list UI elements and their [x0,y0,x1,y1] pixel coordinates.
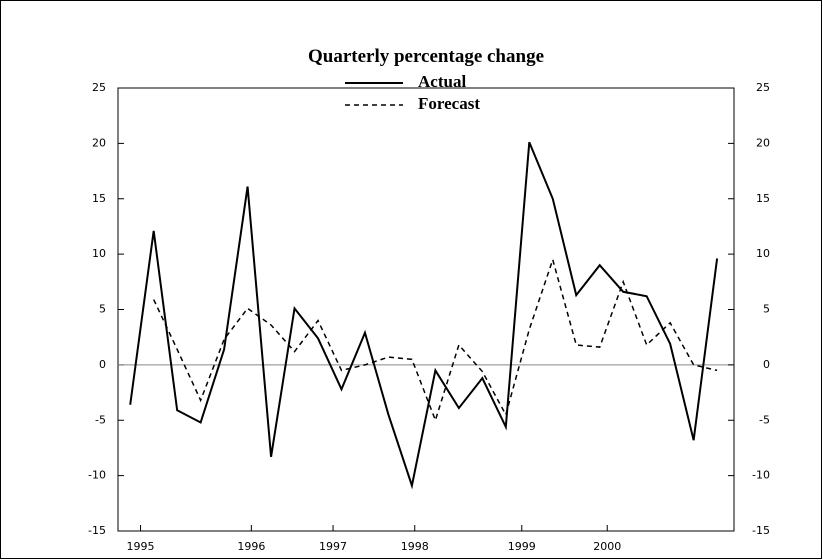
y2-tick-label: 15 [756,192,770,205]
plot-frame [117,87,735,532]
y2-tick-label: 25 [756,81,770,94]
chart-title: Quarterly percentage change [308,46,544,67]
legend-label: Forecast [418,94,480,113]
y-tick-label: 25 [92,81,106,94]
y-tick-label: -5 [95,413,106,426]
x-tick-label: 2000 [593,540,621,553]
x-tick-label: 1995 [127,540,155,553]
y2-tick-label: 20 [756,136,770,149]
y-tick-label: 5 [99,303,106,316]
x-tick-label: 1996 [237,540,265,553]
y2-tick-label: 5 [763,303,770,316]
y-tick-label: -10 [88,469,106,482]
y2-tick-label: 0 [763,358,770,371]
y-tick-label: 0 [99,358,106,371]
y-tick-label: 20 [92,136,106,149]
y2-tick-label: -10 [752,469,770,482]
x-tick-label: 1999 [508,540,536,553]
y2-tick-label: -5 [759,413,770,426]
series-line [153,257,718,423]
legend-label: Actual [418,72,466,91]
x-tick-label: 1998 [401,540,429,553]
y-tick-label: 15 [92,192,106,205]
series-line [129,141,719,490]
y-tick-label: 10 [92,247,106,260]
y2-tick-label: 10 [756,247,770,260]
y2-tick-label: -15 [752,524,770,537]
y-tick-label: -15 [88,524,106,537]
x-tick-label: 1997 [319,540,347,553]
